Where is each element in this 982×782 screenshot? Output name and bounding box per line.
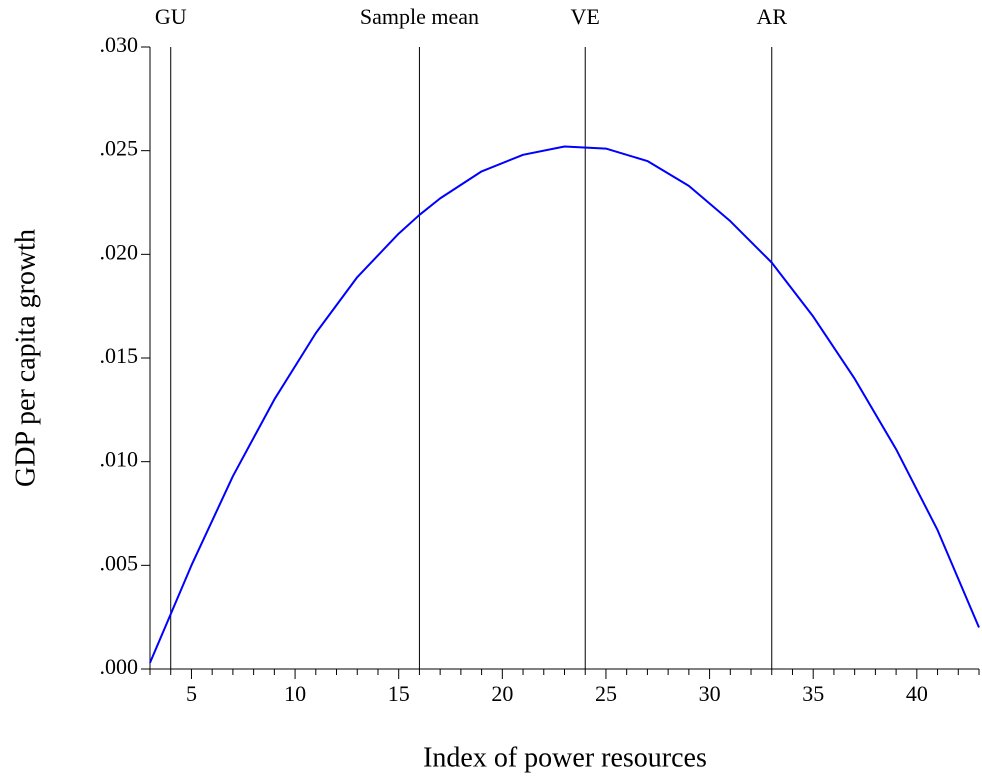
y-tick-label: .025 xyxy=(100,136,139,161)
x-tick-label: 25 xyxy=(595,681,617,706)
x-tick-label: 35 xyxy=(802,681,824,706)
reference-label: GU xyxy=(155,4,187,29)
x-tick-label: 30 xyxy=(699,681,721,706)
x-tick-label: 10 xyxy=(284,681,306,706)
y-axis-label: GDP per capita growth xyxy=(10,229,41,487)
x-tick-label: 40 xyxy=(906,681,928,706)
data-line xyxy=(149,145,980,664)
y-tick-label: .020 xyxy=(100,239,139,264)
y-tick-label: .010 xyxy=(100,447,139,472)
reference-label: VE xyxy=(571,4,600,29)
x-tick-label: 15 xyxy=(388,681,410,706)
x-tick-label: 20 xyxy=(491,681,513,706)
y-tick-label: .015 xyxy=(100,343,139,368)
reference-label: Sample mean xyxy=(360,4,479,29)
reference-label: AR xyxy=(756,4,787,29)
x-tick-label: 5 xyxy=(186,681,197,706)
y-tick-label: .005 xyxy=(100,550,139,575)
x-axis-label: Index of power resources xyxy=(423,742,707,773)
y-tick-label: .000 xyxy=(100,654,139,679)
y-tick-label: .030 xyxy=(100,32,139,57)
